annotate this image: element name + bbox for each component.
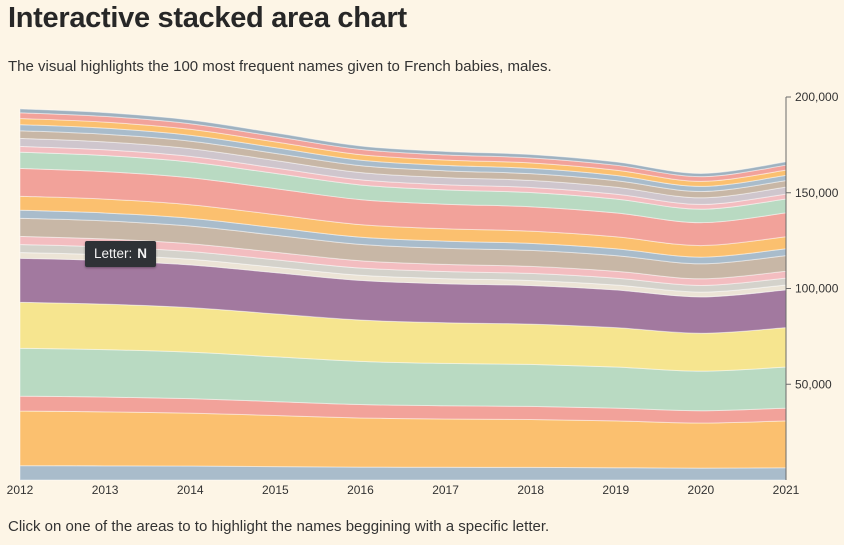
page-title: Interactive stacked area chart <box>8 2 407 34</box>
x-axis-label: 2016 <box>347 483 374 497</box>
x-axis-label: 2012 <box>7 483 34 497</box>
tooltip-letter-value: N <box>137 246 148 261</box>
y-axis-label: 200,000 <box>795 90 839 104</box>
chart-subtitle: The visual highlights the 100 most frequ… <box>8 58 552 75</box>
x-axis-label: 2015 <box>262 483 289 497</box>
tooltip-label: Letter: <box>94 246 133 261</box>
x-axis-label: 2018 <box>517 483 544 497</box>
y-axis-label: 50,000 <box>795 377 832 391</box>
x-axis-label: 2020 <box>688 483 715 497</box>
instruction-text: Click on one of the areas to to highligh… <box>8 518 550 535</box>
y-axis-label: 100,000 <box>795 282 839 296</box>
x-axis-label: 2021 <box>773 483 800 497</box>
x-axis: 2012 2013 2014 2015 2016 2017 2018 2019 2020 2021 <box>7 483 800 497</box>
hover-tooltip: Letter: N <box>85 241 157 267</box>
chart-area: 50,000 100,000 150,000 200,000 2012 2013 2014 2… <box>0 88 844 498</box>
x-axis-label: 2013 <box>92 483 119 497</box>
x-axis-label: 2017 <box>432 483 459 497</box>
y-axis: 50,000 100,000 150,000 200,000 <box>785 90 839 480</box>
x-axis-label: 2014 <box>177 483 204 497</box>
x-axis-label: 2019 <box>602 483 629 497</box>
y-axis-label: 150,000 <box>795 186 839 200</box>
